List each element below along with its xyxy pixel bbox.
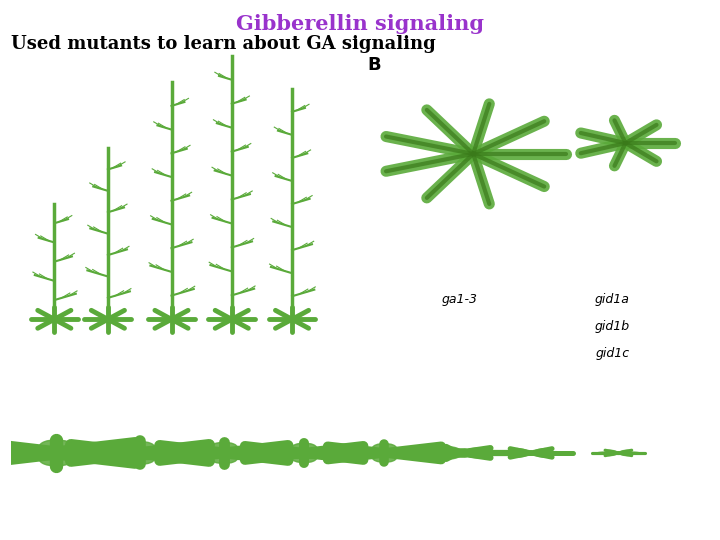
Ellipse shape	[236, 453, 276, 461]
Ellipse shape	[256, 453, 293, 460]
Ellipse shape	[153, 453, 197, 462]
Text: 3ox1: 3ox1	[158, 357, 184, 367]
Ellipse shape	[372, 453, 397, 462]
Text: C: C	[17, 390, 30, 409]
Ellipse shape	[338, 453, 374, 460]
Text: 3ox1: 3ox1	[128, 505, 152, 514]
Ellipse shape	[607, 453, 617, 456]
Ellipse shape	[499, 451, 522, 454]
Ellipse shape	[620, 453, 630, 456]
Ellipse shape	[0, 449, 31, 456]
Ellipse shape	[444, 447, 460, 453]
Ellipse shape	[239, 450, 285, 456]
Ellipse shape	[624, 452, 639, 454]
Ellipse shape	[607, 450, 617, 453]
Text: 3ox1 3ox4: 3ox1 3ox4	[279, 505, 329, 514]
Ellipse shape	[463, 453, 485, 458]
Ellipse shape	[125, 442, 155, 453]
Ellipse shape	[236, 445, 276, 454]
Ellipse shape	[315, 453, 352, 460]
Ellipse shape	[64, 450, 118, 456]
Text: 3ox2: 3ox2	[95, 342, 121, 352]
Ellipse shape	[292, 443, 317, 453]
Ellipse shape	[541, 451, 564, 454]
Text: 3ox2: 3ox2	[446, 530, 469, 539]
Ellipse shape	[292, 453, 317, 463]
Ellipse shape	[153, 444, 197, 454]
Ellipse shape	[71, 453, 120, 463]
Text: gid1a: gid1a	[595, 293, 630, 306]
Ellipse shape	[84, 444, 127, 454]
Text: Gibberellin signaling: Gibberellin signaling	[236, 14, 484, 33]
Ellipse shape	[171, 453, 212, 461]
Text: gid1c: gid1c	[595, 347, 629, 360]
Text: 3ox2: 3ox2	[519, 530, 543, 539]
Ellipse shape	[598, 452, 613, 454]
Ellipse shape	[0, 443, 42, 454]
Ellipse shape	[71, 443, 120, 454]
Ellipse shape	[463, 448, 485, 453]
Ellipse shape	[323, 450, 369, 456]
Text: A: A	[21, 56, 35, 74]
Ellipse shape	[162, 450, 216, 456]
Ellipse shape	[534, 449, 549, 453]
Ellipse shape	[534, 453, 549, 457]
Ellipse shape	[620, 450, 630, 453]
Text: B: B	[367, 56, 381, 74]
Ellipse shape	[513, 449, 528, 453]
Ellipse shape	[256, 446, 293, 454]
Ellipse shape	[171, 445, 212, 454]
Ellipse shape	[444, 453, 460, 459]
Text: WT: WT	[49, 505, 64, 514]
Ellipse shape	[395, 446, 431, 454]
Text: gid1b: gid1b	[595, 320, 630, 333]
Ellipse shape	[40, 440, 73, 453]
Text: 3ox2: 3ox2	[219, 357, 245, 367]
Text: ga1-3: ga1-3	[605, 505, 632, 514]
Ellipse shape	[244, 450, 294, 456]
Ellipse shape	[372, 443, 397, 453]
Text: ga1-3: ga1-3	[442, 293, 478, 306]
Text: 3ox1 3ox3 3ox4: 3ox1 3ox3 3ox4	[346, 505, 423, 514]
Ellipse shape	[420, 452, 448, 456]
Ellipse shape	[395, 453, 431, 460]
Ellipse shape	[153, 450, 203, 456]
Text: 3ox1 3ox3: 3ox1 3ox3	[199, 505, 249, 514]
Text: Used mutants to learn about GA signaling: Used mutants to learn about GA signaling	[11, 35, 436, 53]
Ellipse shape	[420, 450, 448, 454]
Text: 3ox1: 3ox1	[95, 357, 121, 367]
Ellipse shape	[81, 449, 143, 456]
Ellipse shape	[210, 442, 238, 453]
Ellipse shape	[125, 453, 155, 464]
Ellipse shape	[40, 453, 73, 466]
Ellipse shape	[338, 446, 374, 454]
Ellipse shape	[84, 453, 127, 462]
Ellipse shape	[0, 453, 42, 463]
Ellipse shape	[315, 446, 352, 454]
Ellipse shape	[402, 450, 446, 455]
Ellipse shape	[210, 453, 238, 463]
Ellipse shape	[469, 451, 498, 455]
Ellipse shape	[322, 450, 366, 455]
Ellipse shape	[513, 453, 528, 457]
Text: 3ox1: 3ox1	[519, 505, 543, 514]
Text: 3ox1: 3ox1	[446, 505, 469, 514]
Text: WT: WT	[284, 357, 300, 367]
Text: ga1: ga1	[45, 357, 64, 367]
